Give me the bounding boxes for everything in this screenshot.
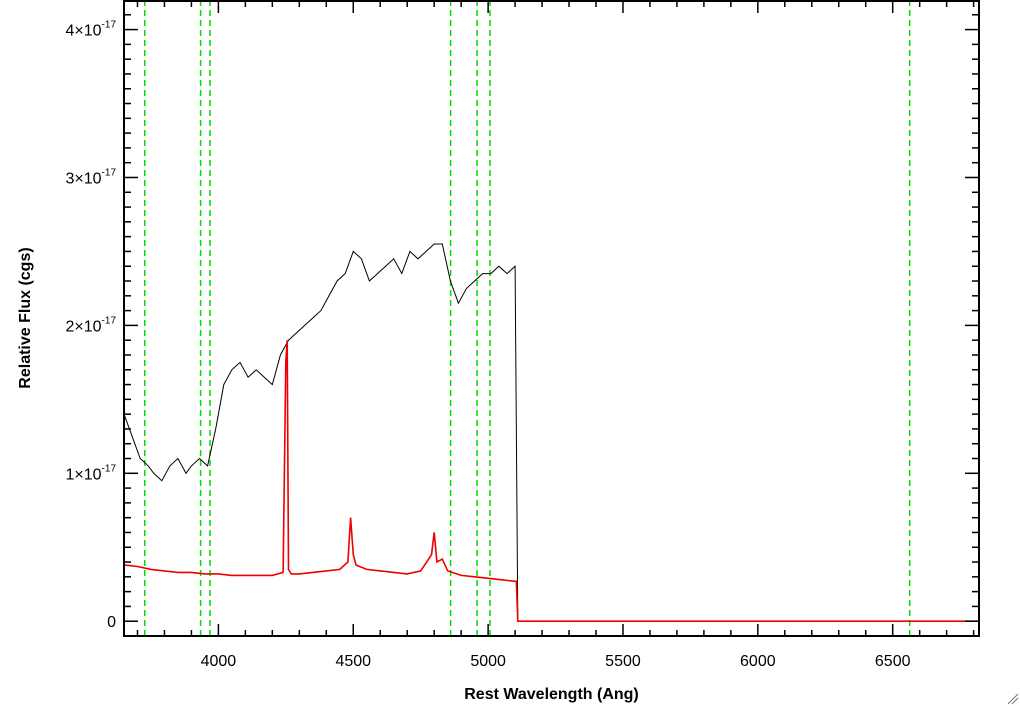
x-tick-label-0: 4000 — [201, 653, 237, 670]
spectrum-series-1 — [123, 340, 979, 623]
axis-tick-labels: 4000 4500 5000 5500 6000 6500 0 1×10-17 2×10-17 3… — [66, 20, 911, 670]
axis-ticks — [124, 1, 979, 636]
y-tick-label-2: 2×10-17 — [66, 315, 117, 335]
spectrum-series-0 — [123, 243, 979, 622]
x-tick-label-5: 6500 — [875, 653, 911, 670]
y-tick-label-4: 4×10-17 — [66, 20, 117, 40]
x-axis-label: Rest Wavelength (Ang) — [464, 686, 639, 703]
x-tick-label-2: 5000 — [470, 653, 506, 670]
plot-frame — [123, 0, 980, 637]
y-tick-label-0: 0 — [107, 614, 116, 631]
x-tick-label-4: 6000 — [740, 653, 776, 670]
x-tick-label-1: 4500 — [335, 653, 371, 670]
series-layer — [123, 243, 979, 623]
y-tick-label-3: 3×10-17 — [66, 167, 117, 187]
x-tick-label-3: 5500 — [605, 653, 641, 670]
window-resize-grip[interactable] — [1007, 693, 1019, 705]
y-tick-label-1: 1×10-17 — [66, 463, 117, 483]
emission-line-markers — [144, 0, 911, 636]
y-axis-label: Relative Flux (cgs) — [17, 247, 34, 388]
